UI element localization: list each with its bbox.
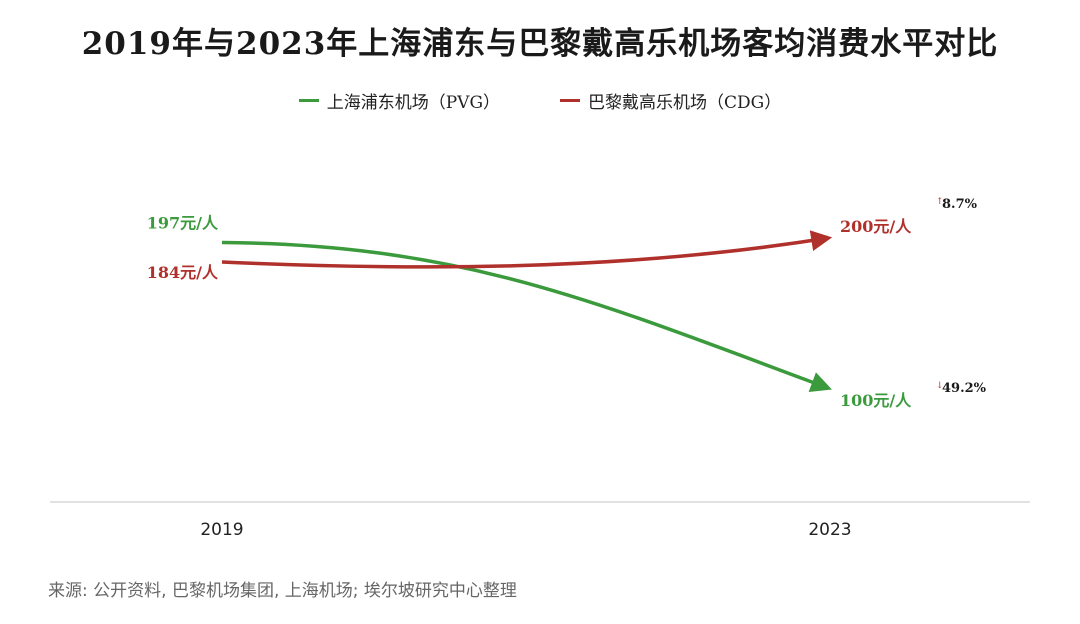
- data-label-2019-cdg: 184元/人: [147, 263, 219, 282]
- change-label-cdg: 8.7%: [942, 197, 978, 212]
- change-arrow-up-icon: ↑: [936, 197, 944, 207]
- legend-item-pvg: 上海浦东机场（PVG）: [298, 88, 501, 113]
- data-label-2023-pvg: 100元/人: [840, 391, 912, 410]
- change-arrow-down-icon: ↓: [936, 381, 944, 391]
- line-chart: 2019 2023 197元/人 100元/人 ↓49.2% 184元/人 200元/人 ↑8…: [50, 197, 1030, 540]
- series-line-cdg: [221, 230, 833, 269]
- x-tick-label: 2023: [808, 520, 851, 540]
- data-label-2023-cdg: 200元/人: [840, 217, 912, 236]
- series-line-pvg: [221, 240, 832, 392]
- legend-item-cdg: 巴黎戴高乐机场（CDG）: [560, 88, 781, 113]
- legend-swatch-cdg: [560, 99, 581, 102]
- legend: 上海浦东机场（PVG） 巴黎戴高乐机场（CDG）: [0, 88, 1080, 113]
- legend-label-cdg: 巴黎戴高乐机场（CDG）: [588, 93, 782, 113]
- x-tick-label: 2019: [200, 520, 243, 540]
- change-label-pvg: 49.2%: [942, 381, 987, 396]
- legend-label-pvg: 上海浦东机场（PVG）: [326, 93, 501, 113]
- source-note: 来源: 公开资料, 巴黎机场集团, 上海机场; 埃尔坡研究中心整理: [48, 581, 517, 601]
- legend-swatch-pvg: [298, 99, 319, 102]
- data-label-2019-pvg: 197元/人: [147, 214, 219, 233]
- chart-title: 2019年与2023年上海浦东与巴黎戴高乐机场客均消费水平对比: [81, 26, 999, 62]
